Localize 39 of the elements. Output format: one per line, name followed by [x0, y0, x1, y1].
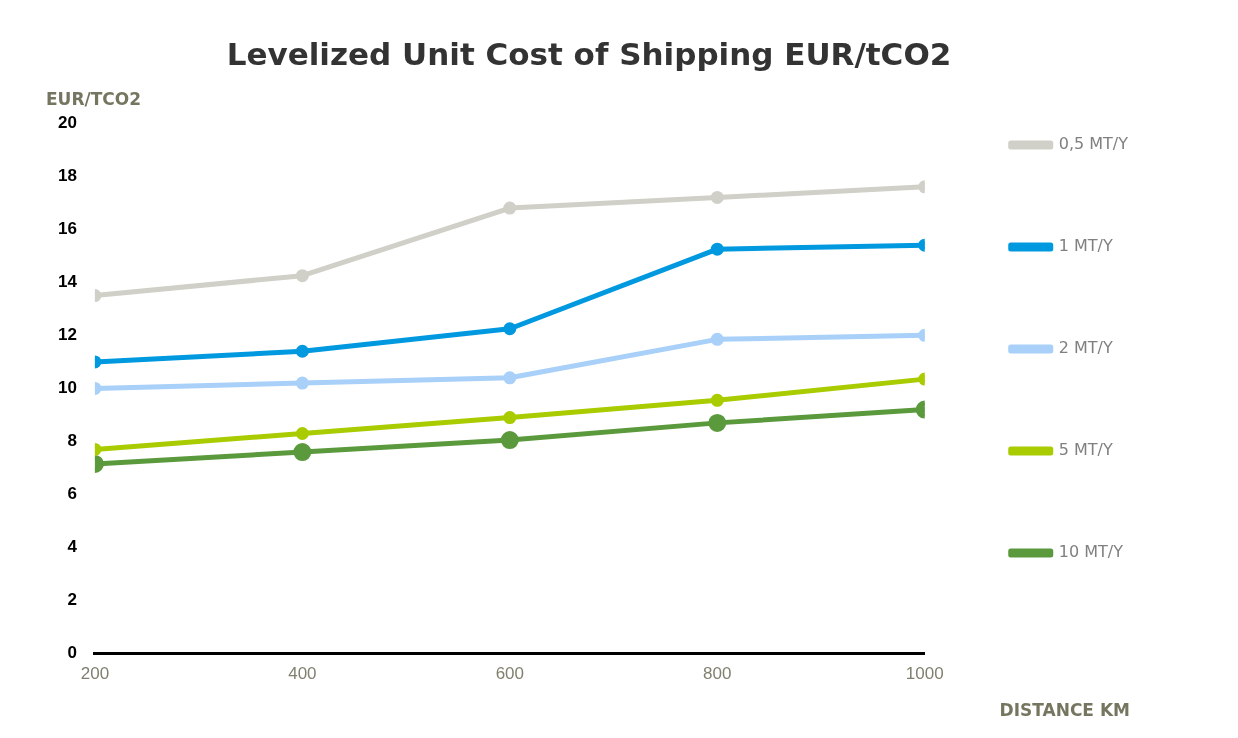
point	[503, 371, 517, 385]
point	[710, 242, 724, 256]
x-tick-label: 400	[288, 664, 317, 684]
y-tick-label: 12	[57, 325, 77, 345]
point	[295, 426, 309, 440]
point	[503, 322, 517, 336]
point	[295, 269, 309, 283]
chart-title: Levelized Unit Cost of Shipping EUR/tCO2	[226, 35, 952, 72]
x-tick-label: 1000	[905, 664, 944, 684]
point	[295, 376, 309, 390]
y-tick-label: 6	[67, 484, 77, 504]
point	[503, 201, 517, 215]
y-axis-title: EUR/TCO2	[46, 89, 142, 110]
legend-label: 1 MT/Y	[1058, 236, 1113, 256]
point	[710, 393, 724, 407]
point	[293, 443, 312, 462]
y-tick-label: 0	[67, 643, 77, 663]
y-tick-label: 4	[67, 537, 78, 557]
y-tick-label: 20	[57, 112, 77, 132]
x-tick-label: 600	[495, 664, 525, 684]
legend-label: 10 MT/Y	[1058, 542, 1124, 562]
point	[710, 190, 724, 204]
legend-label: 5 MT/Y	[1058, 440, 1113, 460]
legend-label: 0,5 MT/Y	[1058, 134, 1129, 154]
point	[295, 344, 309, 358]
y-tick-label: 2	[67, 590, 77, 610]
y-tick-label: 14	[57, 272, 78, 292]
point	[710, 332, 724, 346]
y-tick-label: 10	[57, 378, 77, 398]
point	[503, 411, 517, 425]
legend-label: 2 MT/Y	[1058, 338, 1113, 358]
y-tick-label: 18	[57, 165, 77, 185]
x-axis-title: DISTANCE KM	[999, 700, 1130, 720]
point	[500, 431, 519, 450]
x-tick-label: 200	[80, 664, 110, 684]
y-tick-label: 8	[67, 431, 77, 451]
x-tick-label: 800	[703, 664, 732, 684]
y-tick-label: 16	[57, 218, 77, 238]
point	[708, 413, 727, 432]
